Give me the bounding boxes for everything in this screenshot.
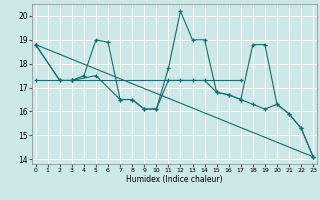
- X-axis label: Humidex (Indice chaleur): Humidex (Indice chaleur): [126, 175, 223, 184]
